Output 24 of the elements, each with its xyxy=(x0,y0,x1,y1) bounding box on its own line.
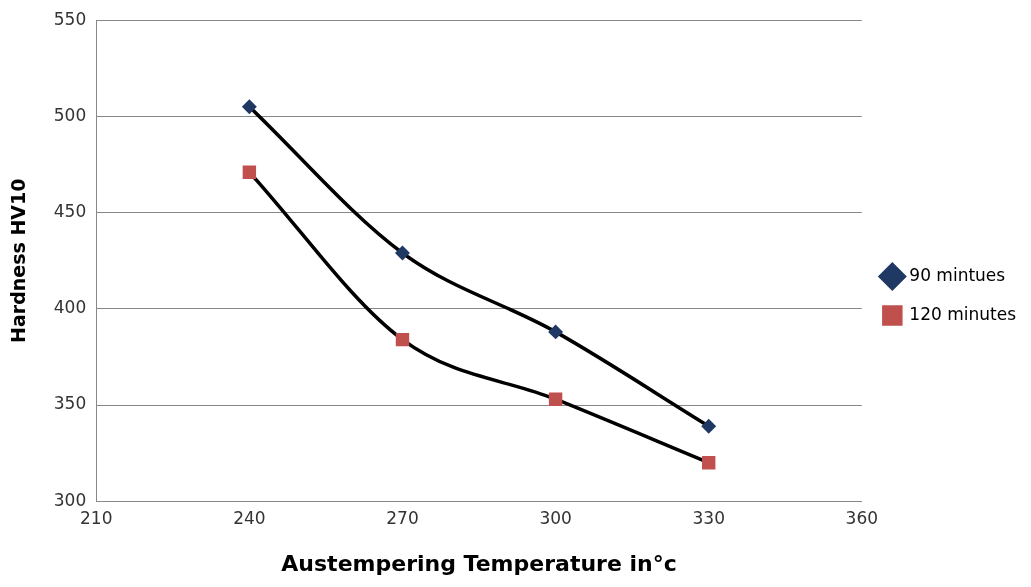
point xyxy=(548,325,563,339)
x-axis-title: Austempering Temperature in°c xyxy=(281,550,677,576)
point xyxy=(702,456,716,470)
x-tick-label: 360 xyxy=(845,507,879,528)
x-tick-label: 270 xyxy=(386,507,419,528)
y-tick-label: 350 xyxy=(53,393,87,414)
point xyxy=(395,246,410,260)
y-axis-title: Hardness HV10 xyxy=(7,178,30,343)
x-tick-label: 210 xyxy=(80,507,113,528)
y-tick-label: 300 xyxy=(53,489,87,510)
legend-label: 90 mintues xyxy=(909,264,1006,285)
legend-label: 120 minutes xyxy=(909,303,1017,324)
y-tick-label: 450 xyxy=(53,201,87,222)
x-tick-label: 330 xyxy=(692,507,725,528)
x-tick-label: 240 xyxy=(233,507,266,528)
y-tick-label: 400 xyxy=(53,297,87,318)
y-tick-label: 550 xyxy=(53,8,87,29)
x-tick-label: 300 xyxy=(539,507,572,528)
point xyxy=(701,419,716,433)
point xyxy=(548,392,563,406)
point xyxy=(395,332,410,347)
point xyxy=(242,165,257,179)
point xyxy=(242,100,257,114)
y-tick-label: 500 xyxy=(53,104,87,125)
